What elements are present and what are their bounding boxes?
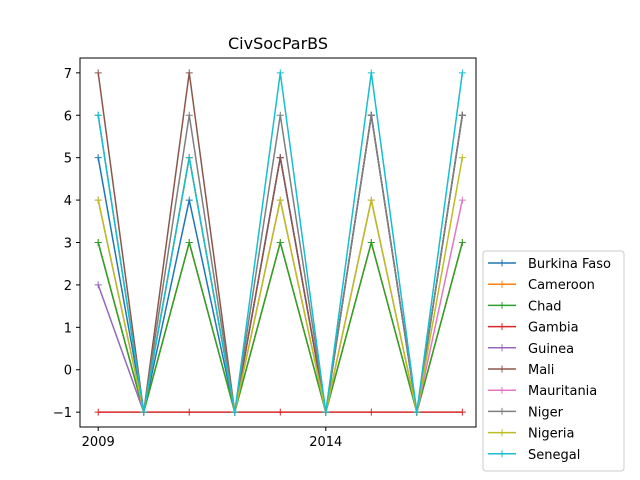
legend-marker	[498, 323, 506, 331]
data-point-marker	[94, 281, 102, 289]
data-point-marker	[185, 69, 193, 77]
y-tick-label: 5	[64, 152, 72, 167]
data-point-marker	[367, 239, 375, 246]
y-tick-label: 4	[64, 194, 72, 209]
legend-item: Nigeria	[488, 427, 575, 442]
series-line	[97, 241, 464, 413]
data-point-marker	[458, 196, 466, 204]
data-point-marker	[413, 408, 421, 416]
data-point-marker	[94, 69, 102, 77]
legend-item: Cameroon	[488, 278, 595, 293]
data-point-marker	[185, 196, 193, 204]
legend-label: Burkina Faso	[528, 257, 611, 272]
ticks-layer: −1 0 1 2 3 4 5 6 7 2009 2014	[53, 67, 343, 450]
data-point-marker	[276, 408, 284, 416]
data-point-marker	[458, 69, 466, 77]
legend-marker	[498, 450, 506, 458]
legend-label: Mali	[528, 363, 554, 378]
data-point-marker	[94, 154, 102, 162]
legend-marker	[498, 301, 506, 309]
data-point-marker	[367, 111, 375, 119]
series-line	[97, 156, 464, 413]
legend-label: Gambia	[528, 321, 579, 336]
data-point-marker	[185, 154, 193, 162]
data-point-marker	[276, 154, 284, 162]
legend-box	[482, 250, 625, 472]
y-tick-label: 0	[64, 364, 72, 379]
y-tick-label: 1	[64, 321, 72, 336]
data-point-marker	[276, 111, 284, 119]
legend-item: Gambia	[488, 321, 579, 336]
legend-marker	[498, 344, 506, 352]
series-chad	[94, 239, 466, 416]
data-point-marker	[94, 196, 102, 204]
data-point-marker	[367, 408, 375, 416]
data-point-marker	[140, 408, 148, 416]
data-point-marker	[458, 111, 466, 119]
legend: Burkina Faso Cameroon Chad Gambia Guinea Mali…	[482, 250, 625, 472]
legend-label: Chad	[528, 299, 562, 314]
legend-label: Cameroon	[528, 278, 595, 293]
series-line	[97, 156, 464, 413]
data-point-marker	[458, 154, 466, 162]
y-tick-label: 7	[64, 67, 72, 82]
data-point-marker	[367, 196, 375, 204]
data-point-marker	[94, 111, 102, 119]
data-point-marker	[458, 239, 466, 246]
legend-marker	[498, 259, 506, 267]
data-point-marker	[276, 239, 284, 246]
series-senegal	[94, 69, 466, 416]
legend-marker	[498, 407, 506, 415]
data-point-marker	[231, 408, 239, 416]
data-point-marker	[94, 408, 102, 416]
x-tick-label: 2014	[309, 435, 342, 450]
legend-marker	[498, 365, 506, 373]
legend-marker	[498, 429, 506, 437]
y-tick-label: 2	[64, 279, 72, 294]
y-tick-label: 3	[64, 237, 72, 252]
data-point-marker	[322, 408, 330, 416]
data-point-marker	[276, 69, 284, 77]
series-gambia	[94, 408, 466, 416]
legend-item: Burkina Faso	[488, 257, 611, 272]
legend-item: Mauritania	[488, 384, 597, 399]
legend-item: Senegal	[488, 448, 580, 463]
plot-area: −1 0 1 2 3 4 5 6 7 2009 2014	[53, 57, 477, 450]
legend-label: Nigeria	[528, 427, 575, 442]
data-point-marker	[367, 69, 375, 77]
data-point-marker	[185, 111, 193, 119]
legend-label: Mauritania	[528, 384, 597, 399]
data-point-marker	[185, 408, 193, 416]
data-point-marker	[94, 239, 102, 246]
y-tick-label: −1	[53, 406, 72, 421]
legend-marker	[498, 386, 506, 394]
x-tick-label: 2009	[82, 435, 115, 450]
legend-label: Niger	[528, 405, 564, 420]
legend-item: Chad	[488, 299, 562, 314]
data-point-marker	[458, 408, 466, 416]
legend-item: Guinea	[488, 342, 574, 357]
series-layer	[94, 69, 466, 416]
legend-marker	[498, 280, 506, 288]
chart-title: CivSocParBS	[228, 34, 328, 53]
legend-label: Guinea	[528, 342, 574, 357]
legend-item: Niger	[488, 405, 564, 420]
series-line	[97, 241, 464, 413]
y-tick-label: 6	[64, 109, 72, 124]
data-point-marker	[185, 239, 193, 246]
legend-item: Mali	[488, 363, 554, 378]
data-point-marker	[276, 196, 284, 204]
legend-label: Senegal	[528, 448, 580, 463]
